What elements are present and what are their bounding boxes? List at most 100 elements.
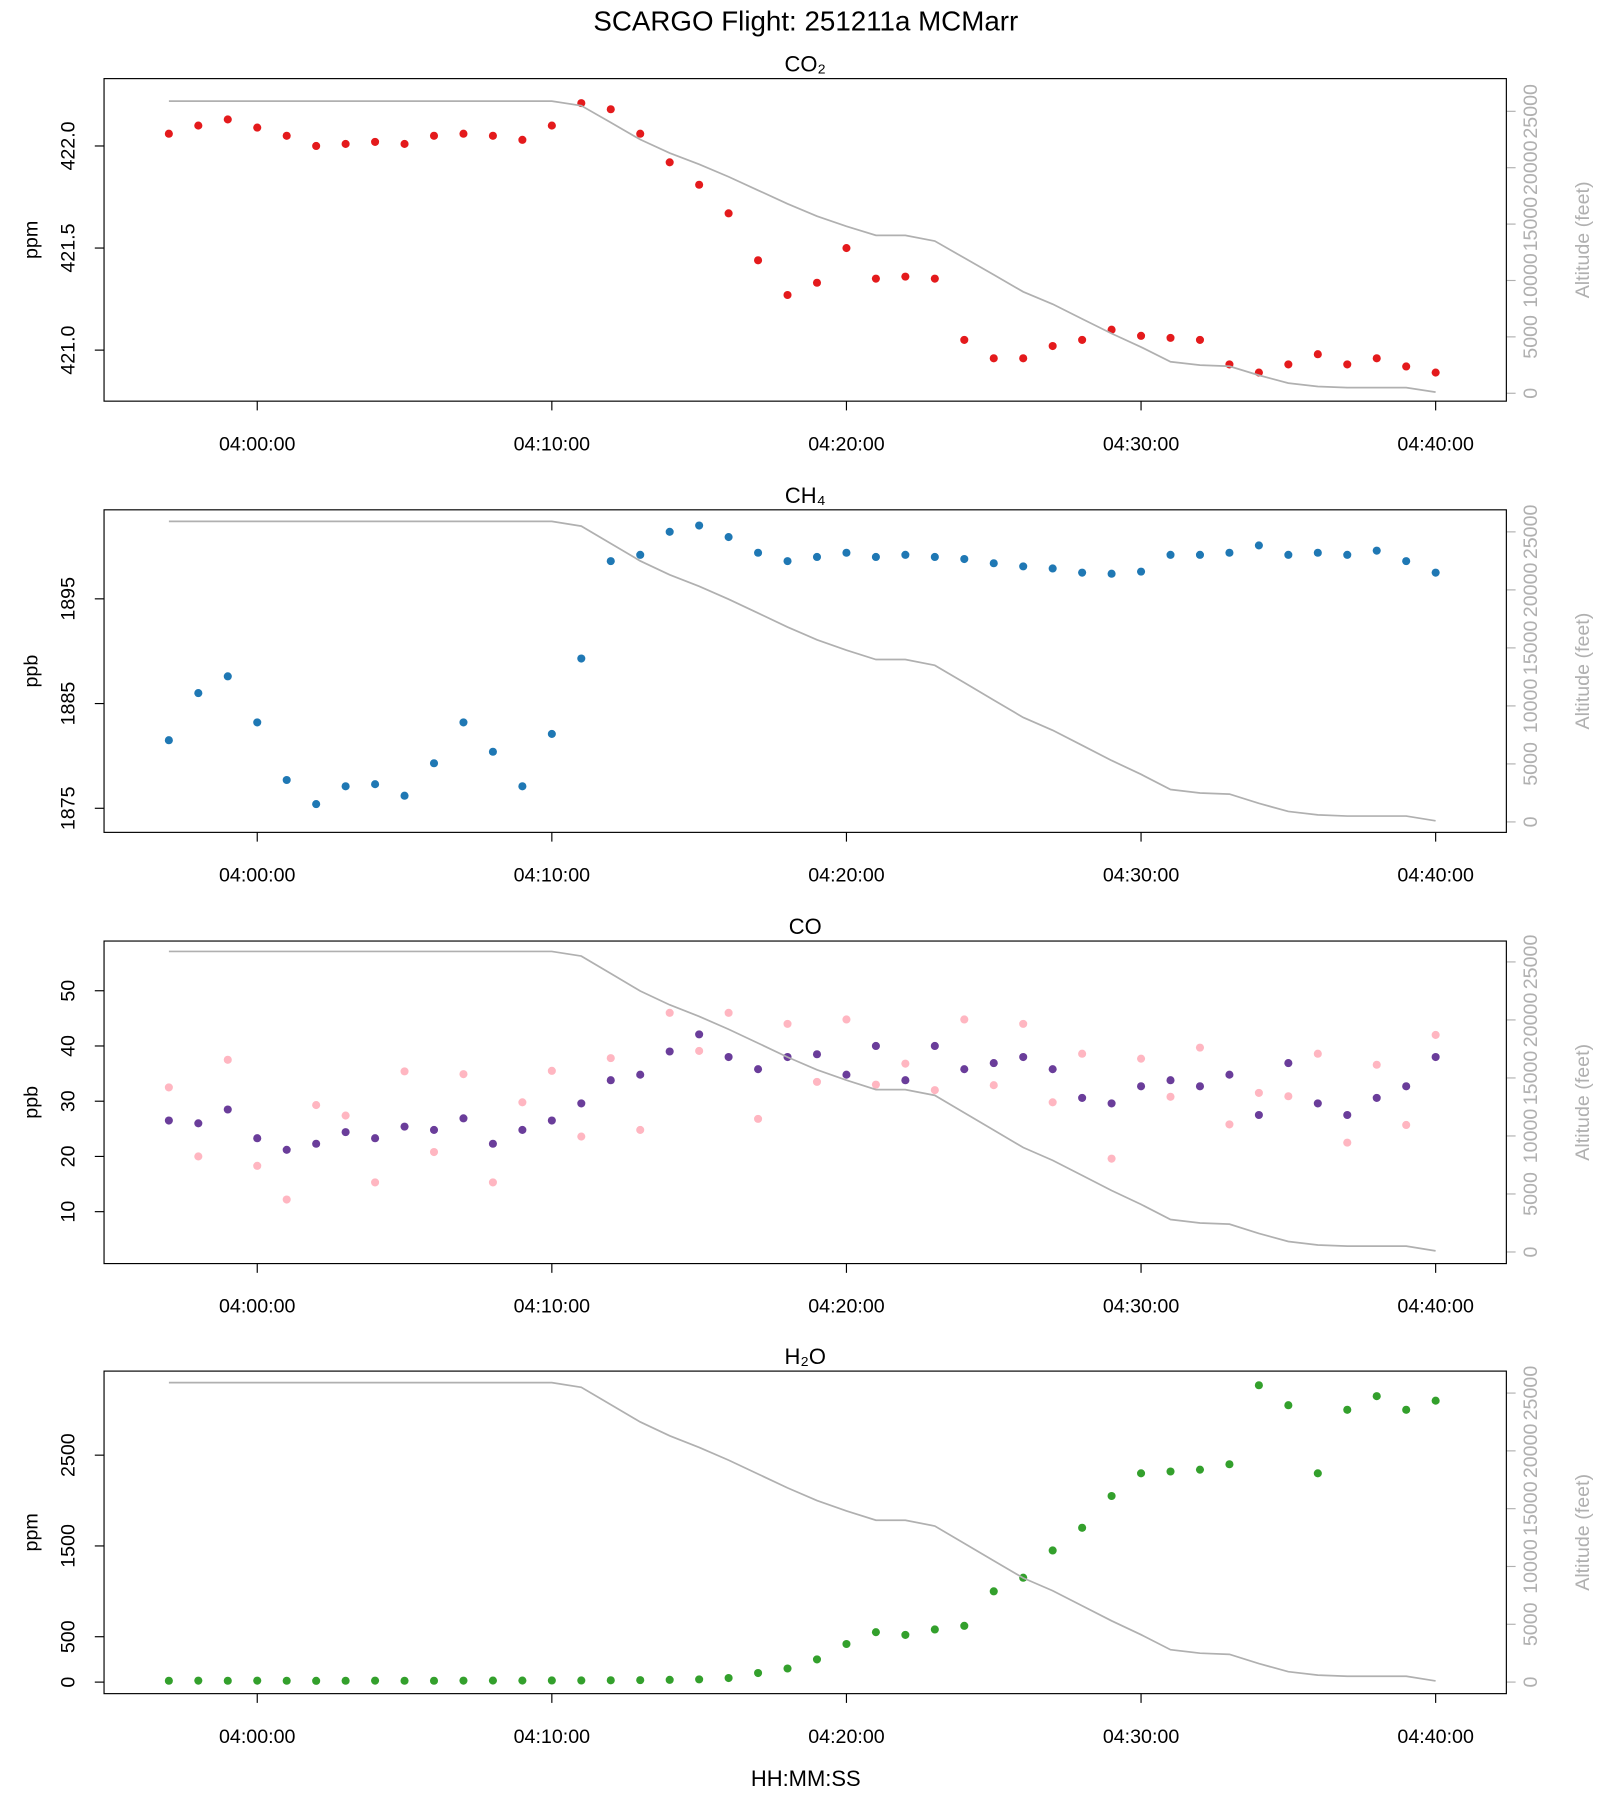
- data-point: [518, 1098, 527, 1107]
- data-point: [1372, 1392, 1381, 1401]
- data-point: [488, 1676, 497, 1685]
- data-point: [194, 1676, 203, 1685]
- data-point: [1431, 568, 1440, 577]
- y2-tick-label: 15000: [1520, 1481, 1542, 1536]
- data-point: [1284, 1092, 1293, 1101]
- data-point: [223, 1105, 232, 1114]
- data-point: [930, 1041, 939, 1051]
- data-point: [253, 1161, 262, 1170]
- data-point: [459, 718, 468, 727]
- data-point: [371, 1676, 380, 1685]
- data-point: [930, 274, 939, 283]
- x-tick-label: 04:30:00: [1103, 1296, 1180, 1318]
- data-point: [606, 1054, 615, 1063]
- data-point: [164, 1676, 173, 1685]
- y2-tick-label: 5000: [1520, 1602, 1542, 1646]
- data-point: [1313, 1099, 1322, 1108]
- data-point: [164, 1116, 173, 1125]
- data-point: [282, 131, 291, 140]
- data-point: [901, 550, 910, 559]
- y2-axis-label: Altitude (feet): [1572, 1474, 1594, 1591]
- plot-frame: [103, 940, 1507, 1265]
- data-point: [1372, 1093, 1381, 1102]
- data-point: [1107, 1491, 1116, 1501]
- y-tick-label: 40: [58, 1035, 80, 1057]
- data-point: [783, 1664, 792, 1673]
- data-point: [1137, 567, 1146, 576]
- data-point: [1284, 1059, 1293, 1068]
- x-tick-label: 04:30:00: [1103, 864, 1180, 886]
- data-point: [901, 272, 910, 281]
- figure-title: SCARGO Flight: 251211a MCMarr: [593, 5, 1018, 36]
- data-point: [488, 747, 497, 756]
- data-point: [1078, 1049, 1087, 1058]
- x-tick-label: 04:00:00: [219, 1296, 296, 1318]
- data-point: [1402, 1120, 1411, 1130]
- y2-tick-label: 20000: [1520, 1423, 1542, 1478]
- y2-tick-label: 15000: [1520, 1051, 1542, 1106]
- data-point: [606, 1076, 615, 1085]
- altitude-line: [168, 100, 1436, 393]
- data-point: [488, 1178, 497, 1187]
- data-point: [1313, 1049, 1322, 1058]
- y2-tick-label: 20000: [1520, 993, 1542, 1048]
- data-point: [1195, 1465, 1205, 1474]
- data-point: [724, 533, 733, 542]
- x-tick-label: 04:40:00: [1397, 433, 1474, 455]
- data-point: [1107, 569, 1116, 578]
- data-point: [312, 800, 321, 809]
- data-point: [1166, 1092, 1175, 1101]
- data-point: [1431, 1030, 1440, 1039]
- data-point: [518, 1676, 527, 1685]
- data-point: [1195, 1082, 1205, 1091]
- data-point: [1137, 1469, 1146, 1478]
- y-axis-label: ppb: [21, 655, 43, 688]
- data-point: [636, 1676, 645, 1685]
- data-point: [341, 1128, 350, 1137]
- data-point: [724, 1008, 733, 1017]
- data-point: [665, 527, 674, 536]
- data-point: [1402, 362, 1411, 371]
- data-point: [960, 1015, 969, 1024]
- data-point: [989, 354, 998, 363]
- data-point: [812, 1655, 822, 1664]
- data-point: [253, 1134, 262, 1143]
- data-point: [547, 121, 556, 130]
- y-axis-label: ppm: [21, 221, 43, 259]
- data-point: [695, 1046, 704, 1055]
- data-point: [1195, 335, 1205, 344]
- x-axis-label: HH:MM:SS: [751, 1766, 861, 1791]
- data-point: [577, 654, 586, 663]
- data-point: [1402, 1082, 1411, 1091]
- data-point: [930, 1086, 939, 1095]
- panel-title: H₂O: [784, 1344, 825, 1369]
- data-point: [842, 548, 851, 557]
- data-point: [783, 557, 792, 566]
- data-point: [1313, 548, 1322, 557]
- data-point: [459, 1114, 468, 1123]
- data-point: [812, 1077, 822, 1086]
- y2-axis-label: Altitude (feet): [1572, 613, 1594, 730]
- data-point: [1313, 350, 1322, 359]
- data-point: [989, 1059, 998, 1068]
- data-point: [695, 180, 704, 189]
- data-point: [1343, 550, 1352, 559]
- data-point: [606, 557, 615, 566]
- data-point: [1166, 333, 1175, 342]
- data-point: [636, 129, 645, 138]
- data-point: [665, 1047, 674, 1056]
- data-point: [842, 1015, 851, 1024]
- data-point: [783, 1019, 792, 1028]
- data-point: [812, 278, 822, 287]
- y2-tick-label: 10000: [1520, 253, 1542, 308]
- data-point: [164, 129, 173, 138]
- data-point: [783, 290, 792, 300]
- data-point: [164, 736, 173, 745]
- data-point: [606, 105, 615, 114]
- y2-tick-label: 15000: [1520, 621, 1542, 676]
- data-point: [1372, 1060, 1381, 1069]
- data-point: [1431, 1052, 1440, 1062]
- plot-frame: [103, 78, 1507, 402]
- data-point: [488, 1139, 497, 1148]
- data-point: [636, 1125, 645, 1134]
